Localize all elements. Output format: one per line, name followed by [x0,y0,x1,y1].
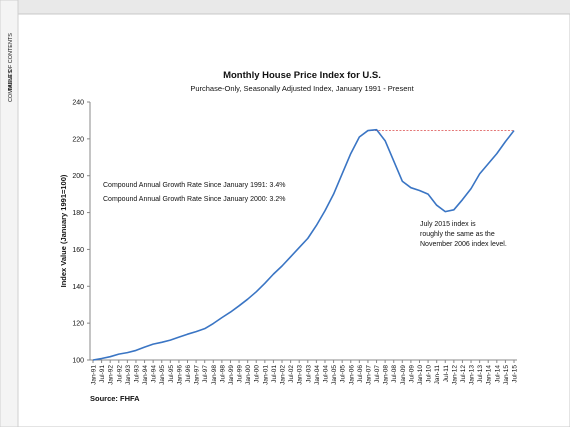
y-tick-label: 140 [72,284,84,291]
x-tick-label: Jul-02 [288,365,295,383]
y-tick-label: 240 [72,100,84,107]
x-tick-label: Jan-96 [176,365,183,385]
page [17,13,570,427]
x-tick-label: Jul-98 [219,365,226,383]
x-tick-label: Jul-10 [426,365,433,383]
index-line [92,128,515,361]
sidebar [0,0,19,427]
source: Source: FHFA [90,394,140,403]
y-tick-label: 120 [72,321,84,328]
x-tick-label: Jul-09 [408,365,415,383]
y-tick-label: 100 [72,358,84,365]
x-tick-label: Jan-11 [434,365,441,385]
x-tick-label: Jan-14 [486,365,493,385]
x-tick-label: Jul-91 [99,365,106,383]
x-tick-label: Jan-94 [142,365,149,385]
x-tick-label: Jan-00 [245,365,252,385]
chart-subtitle: Purchase-Only, Seasonally Adjusted Index… [190,84,414,93]
x-tick-label: Jan-04 [314,365,321,385]
x-tick-label: Jul-01 [271,365,278,383]
x-tick-label: Jan-02 [280,365,287,385]
x-tick-label: Jul-94 [151,365,158,383]
note: July 2015 index is [420,221,476,228]
x-tick-label: Jul-14 [494,365,501,383]
x-tick-label: Jul-12 [460,365,467,383]
x-tick-label: Jul-13 [477,365,484,383]
x-tick-label: Jan-09 [400,365,407,385]
x-tick-label: Jan-15 [503,365,510,385]
note: November 2006 index level. [420,241,507,248]
note: roughly the same as the [420,231,495,238]
x-tick-label: Jul-15 [512,365,519,383]
x-tick-label: Jan-97 [194,365,201,385]
x-tick-label: Jul-97 [202,365,209,383]
sidebar-tab[interactable]: COMMENTS [8,70,14,102]
x-tick-label: Jan-01 [262,365,269,385]
sidebar-tab[interactable]: TABLE OF CONTENTS [8,33,14,91]
annotation: Compound Annual Growth Rate Since Januar… [103,196,286,203]
x-tick-label: Jul-95 [168,365,175,383]
x-tick-label: Jan-95 [159,365,166,385]
x-tick-label: Jan-12 [451,365,458,385]
x-tick-label: Jul-92 [116,365,123,383]
x-tick-label: Jul-07 [374,365,381,383]
x-tick-label: Jan-93 [125,365,132,385]
x-tick-label: Jan-07 [365,365,372,385]
x-tick-label: Jan-08 [383,365,390,385]
x-tick-label: Jul-08 [391,365,398,383]
x-tick-label: Jan-05 [331,365,338,385]
x-tick-label: Jan-92 [108,365,115,385]
x-tick-label: Jan-03 [297,365,304,385]
x-tick-label: Jul-00 [254,365,261,383]
x-tick-label: Jan-99 [228,365,235,385]
x-tick-label: Jan-06 [348,365,355,385]
chart-title: Monthly House Price Index for U.S. [223,70,381,81]
x-tick-label: Jul-05 [340,365,347,383]
y-tick-label: 220 [72,136,84,143]
x-tick-label: Jul-11 [443,365,450,383]
y-tick-label: 200 [72,173,84,180]
x-tick-label: Jan-10 [417,365,424,385]
y-tick-label: 180 [72,210,84,217]
y-axis-label: Index Value (January 1991=100) [59,174,68,287]
x-tick-label: Jan-91 [91,365,98,385]
y-tick-label: 160 [72,247,84,254]
x-tick-label: Jul-99 [237,365,244,383]
x-tick-label: Jul-06 [357,365,364,383]
x-tick-label: Jan-98 [211,365,218,385]
x-tick-label: Jan-13 [469,365,476,385]
annotation: Compound Annual Growth Rate Since Januar… [103,182,286,189]
x-tick-label: Jul-96 [185,365,192,383]
x-tick-label: Jul-93 [133,365,140,383]
x-tick-label: Jul-03 [305,365,312,383]
x-tick-label: Jul-04 [322,365,329,383]
